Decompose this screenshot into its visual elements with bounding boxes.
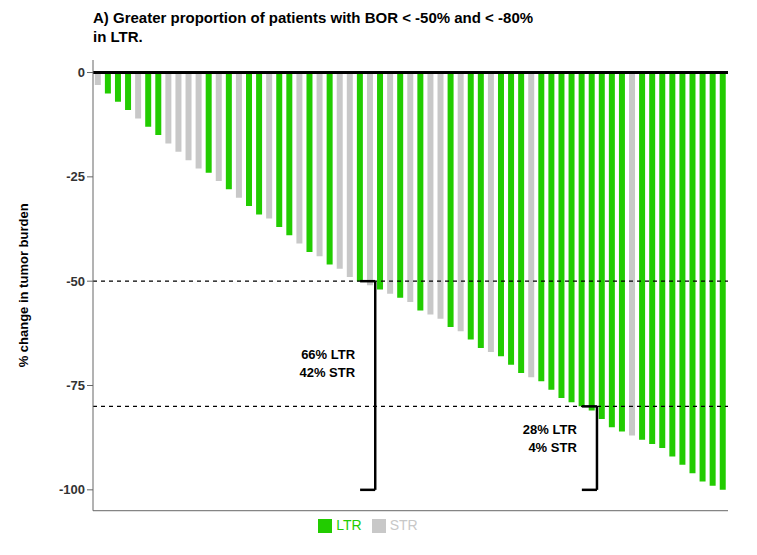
svg-text:-25: -25 [66,169,85,184]
svg-text:-50: -50 [66,274,85,289]
html-text:STR: STR [389,516,418,533]
html-text:LTR: LTR [336,516,362,533]
svg-text:66% LTR42% STR: 66% LTR42% STR [299,347,355,380]
svg-text:0: 0 [78,65,85,80]
svg-text:-75: -75 [66,378,85,393]
svg-text:-100: -100 [59,482,85,497]
svg-text:% change in tumor burden: % change in tumor burden [16,203,31,367]
html-text:A) Greater proportion of patie: A) Greater proportion of patients with B… [93,9,534,45]
svg-text:28% LTR4% STR: 28% LTR4% STR [523,422,578,455]
